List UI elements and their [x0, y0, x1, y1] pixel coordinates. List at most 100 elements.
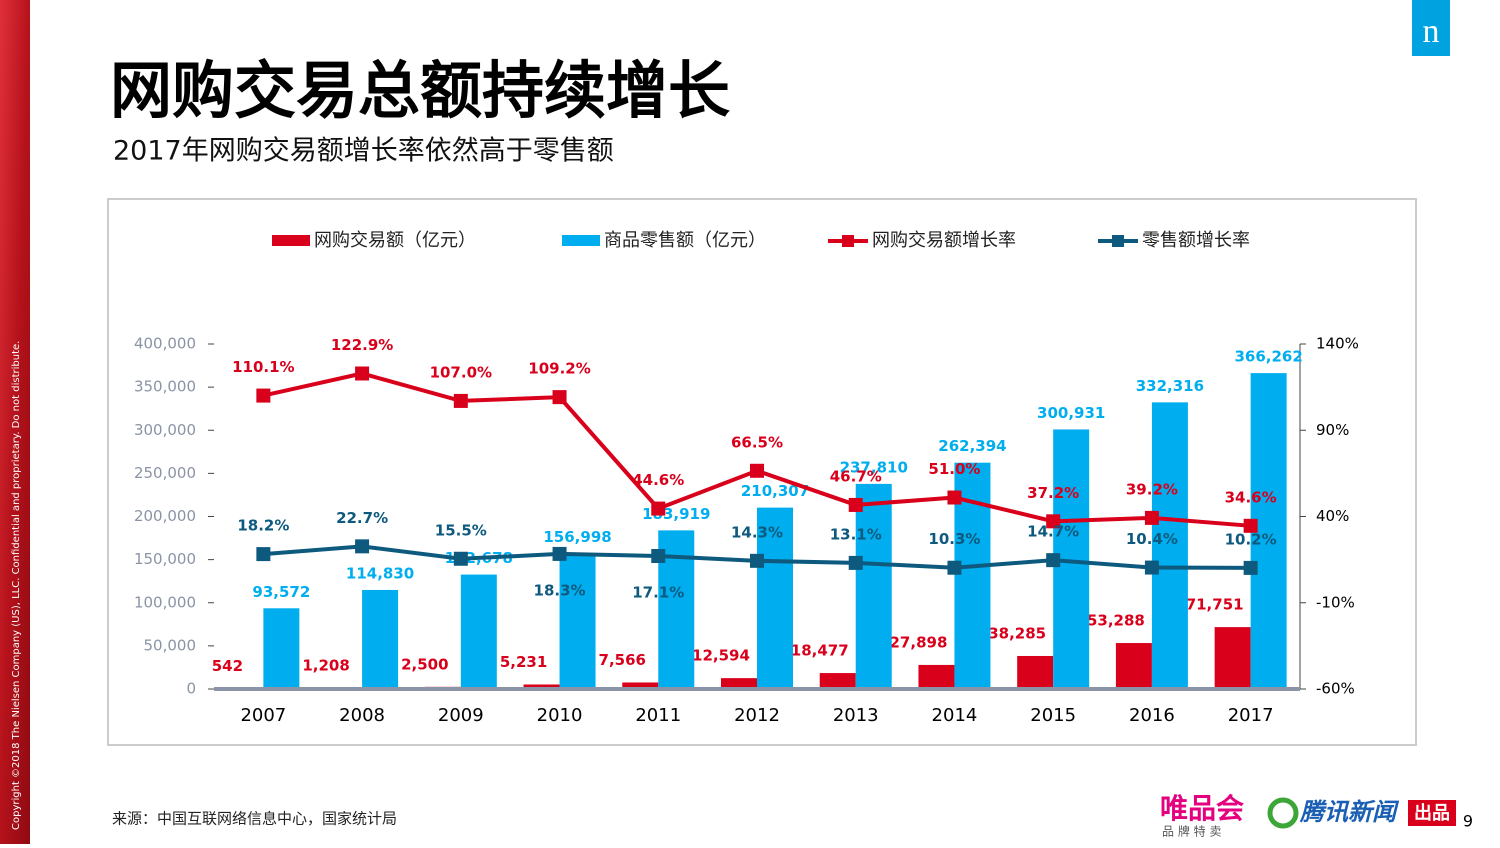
- legend-label: 网购交易额增长率: [872, 230, 1016, 251]
- marker: [454, 394, 468, 408]
- point-label: 22.7%: [336, 509, 388, 527]
- marker: [651, 549, 665, 563]
- bar-label: 71,751: [1186, 596, 1244, 614]
- point-label: 46.7%: [830, 467, 882, 485]
- x-tick-label: 2013: [833, 705, 879, 726]
- subtitle: 2017年网购交易额增长率依然高于零售额: [113, 136, 614, 167]
- marker: [256, 547, 270, 561]
- marker: [454, 552, 468, 566]
- y2-tick-label: 140%: [1316, 335, 1359, 353]
- point-label: 15.5%: [435, 521, 487, 539]
- bar: [1116, 643, 1152, 689]
- marker: [849, 498, 863, 512]
- bar-label: 18,477: [791, 642, 849, 660]
- point-label: 18.3%: [534, 581, 586, 599]
- bar-label: 38,285: [988, 624, 1046, 642]
- point-label: 18.2%: [237, 517, 289, 535]
- marker: [947, 491, 961, 505]
- legend-label: 商品零售额（亿元）: [604, 230, 766, 251]
- point-label: 110.1%: [232, 358, 294, 376]
- x-tick-label: 2017: [1228, 705, 1274, 726]
- legend-swatch: [842, 235, 854, 247]
- legend-swatch: [272, 235, 310, 246]
- title: 网购交易总额持续增长: [110, 54, 730, 127]
- point-label: 51.0%: [928, 460, 980, 478]
- bar-label: 1,208: [302, 656, 349, 674]
- legend-swatch: [1112, 235, 1124, 247]
- bar-label: 332,316: [1136, 377, 1204, 395]
- partner-tagline: 品 牌 特 卖: [1162, 824, 1221, 839]
- point-label: 17.1%: [632, 584, 684, 602]
- point-label: 10.2%: [1225, 530, 1277, 548]
- x-tick-label: 2009: [438, 705, 484, 726]
- bar-label: 262,394: [938, 437, 1006, 455]
- x-tick-label: 2015: [1030, 705, 1076, 726]
- point-label: 13.1%: [830, 525, 882, 543]
- y-tick-label: 50,000: [144, 636, 197, 654]
- partner-icon: [1270, 800, 1296, 826]
- marker: [1145, 561, 1159, 575]
- marker: [355, 366, 369, 380]
- point-label: 44.6%: [632, 471, 684, 489]
- x-tick-label: 2012: [734, 705, 780, 726]
- y-tick-label: 250,000: [134, 464, 196, 482]
- point-label: 39.2%: [1126, 480, 1178, 498]
- legend-label: 零售额增长率: [1142, 230, 1250, 251]
- point-label: 14.3%: [731, 523, 783, 541]
- marker: [1244, 561, 1258, 575]
- bar-label: 542: [212, 657, 243, 675]
- point-label: 109.2%: [528, 360, 590, 378]
- y2-tick-label: 40%: [1316, 507, 1349, 525]
- y-tick-label: 300,000: [134, 421, 196, 439]
- point-label: 10.4%: [1126, 530, 1178, 548]
- marker: [1145, 511, 1159, 525]
- point-label: 34.6%: [1225, 488, 1277, 506]
- y2-tick-label: 90%: [1316, 421, 1349, 439]
- x-tick-label: 2016: [1129, 705, 1175, 726]
- bar-label: 300,931: [1037, 404, 1105, 422]
- x-tick-label: 2014: [932, 705, 978, 726]
- bar-label: 156,998: [543, 528, 611, 546]
- point-label: 37.2%: [1027, 484, 1079, 502]
- partner-logo: 唯品会: [1160, 792, 1244, 825]
- bar: [1017, 656, 1053, 689]
- bar-label: 53,288: [1087, 612, 1145, 630]
- marker: [256, 389, 270, 403]
- legend-label: 网购交易额（亿元）: [314, 230, 476, 251]
- bar: [263, 608, 299, 689]
- y-tick-label: 0: [186, 680, 196, 698]
- logo: n: [1423, 13, 1440, 50]
- x-tick-label: 2008: [339, 705, 385, 726]
- legend-swatch: [562, 235, 600, 246]
- bar: [560, 554, 596, 689]
- point-label: 107.0%: [430, 363, 492, 381]
- y2-tick-label: -60%: [1316, 680, 1355, 698]
- bar-label: 93,572: [252, 583, 310, 601]
- x-tick-label: 2011: [635, 705, 681, 726]
- bar-label: 27,898: [890, 633, 948, 651]
- marker: [750, 554, 764, 568]
- bar: [461, 575, 497, 689]
- marker: [553, 547, 567, 561]
- y-tick-label: 200,000: [134, 507, 196, 525]
- marker: [1046, 553, 1060, 567]
- marker: [651, 502, 665, 516]
- bar: [918, 665, 954, 689]
- y-tick-label: 400,000: [134, 335, 196, 353]
- partner2-logo: 腾讯新闻: [1299, 798, 1400, 826]
- bar-label: 12,594: [692, 647, 750, 665]
- source: 来源：中国互联网络信息中心，国家统计局: [112, 810, 397, 828]
- y2-tick-label: -10%: [1316, 593, 1355, 611]
- x-tick-label: 2007: [240, 705, 286, 726]
- marker: [947, 561, 961, 575]
- bar-label: 366,262: [1234, 348, 1302, 366]
- bar: [1215, 627, 1251, 689]
- bar: [362, 590, 398, 689]
- point-label: 122.9%: [331, 336, 393, 354]
- copyright: Copyright ©2018 The Nielsen Company (US)…: [11, 341, 22, 830]
- point-label: 66.5%: [731, 433, 783, 451]
- y-tick-label: 150,000: [134, 550, 196, 568]
- partner2-tag: 出品: [1414, 802, 1450, 824]
